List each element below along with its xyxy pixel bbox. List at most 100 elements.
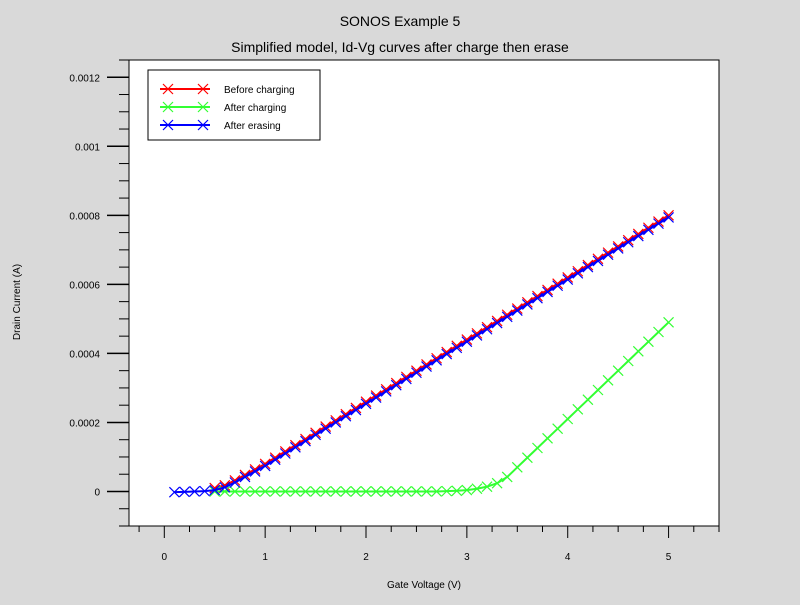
- y-tick-label: 0.0002: [69, 418, 100, 429]
- series-marker: [249, 486, 261, 497]
- legend: Before charging After charging After erasi…: [147, 69, 321, 141]
- x-tick-label: 1: [262, 552, 268, 563]
- y-tick-label: 0.0004: [69, 349, 100, 360]
- series-marker: [400, 373, 412, 385]
- series-marker: [390, 486, 402, 497]
- series-marker: [461, 336, 473, 348]
- series-marker: [289, 486, 301, 497]
- series-marker: [622, 236, 634, 248]
- series-marker: [632, 345, 644, 357]
- series-marker: [532, 292, 543, 304]
- y-tick-label: 0.001: [75, 142, 100, 153]
- x-tick-label: 2: [363, 552, 369, 563]
- series-marker: [360, 398, 372, 410]
- series-marker: [622, 355, 634, 367]
- series-marker: [582, 261, 594, 273]
- y-axis-ticks: 0 0.0002 0.0004 0.0006 0.0008 0.001 0.0012: [69, 59, 129, 527]
- series-marker: [572, 403, 584, 415]
- series-marker: [279, 448, 291, 459]
- y-tick-label: 0: [94, 487, 100, 498]
- legend-marker: [162, 101, 174, 113]
- series-marker: [521, 452, 533, 464]
- series-marker: [340, 410, 352, 422]
- series-marker: [229, 486, 241, 497]
- legend-marker: [197, 101, 209, 113]
- series-marker: [209, 484, 221, 496]
- series-marker: [653, 218, 664, 230]
- series-marker: [451, 485, 463, 497]
- legend-box: [147, 69, 321, 141]
- series-marker: [542, 432, 553, 444]
- series-marker: [521, 298, 533, 310]
- legend-marker: [197, 119, 209, 131]
- series-marker: [582, 394, 594, 406]
- series-marker: [300, 435, 311, 447]
- legend-item: After charging: [160, 101, 286, 114]
- legend-item: Before charging: [160, 83, 295, 96]
- series-marker: [602, 374, 614, 386]
- series-marker: [602, 249, 614, 261]
- chart-subtitle: Simplified model, Id-Vg curves after cha…: [231, 39, 569, 55]
- series-marker: [431, 486, 443, 497]
- series-layer: [168, 209, 674, 498]
- series-marker: [370, 392, 382, 404]
- series-marker: [390, 379, 402, 391]
- series-marker: [632, 230, 644, 242]
- y-tick-label: 0.0008: [69, 211, 100, 222]
- series-marker: [269, 454, 281, 466]
- legend-item: After erasing: [160, 119, 281, 132]
- series-marker: [300, 486, 311, 497]
- x-tick-label: 5: [666, 552, 672, 563]
- series-marker: [239, 486, 251, 497]
- series-marker: [350, 486, 362, 497]
- y-tick-label: 0.0012: [69, 73, 100, 84]
- series-2: [209, 316, 674, 497]
- series-marker: [219, 481, 231, 493]
- series-marker: [511, 461, 523, 473]
- series-marker: [642, 224, 654, 236]
- series-marker: [481, 481, 493, 493]
- x-axis-ticks: 0 1 2 3 4 5: [138, 526, 720, 563]
- legend-marker: [197, 83, 209, 95]
- legend-items: Before charging After charging After erasi…: [160, 83, 295, 132]
- series-marker: [481, 323, 493, 335]
- series-marker: [259, 460, 271, 472]
- series-marker: [532, 442, 543, 454]
- series-marker: [249, 466, 261, 477]
- x-tick-label: 4: [565, 552, 571, 563]
- series-marker: [199, 485, 211, 497]
- series-marker: [663, 316, 674, 328]
- series-marker: [380, 486, 392, 497]
- series-marker: [421, 361, 432, 372]
- series-marker: [542, 286, 553, 298]
- series-marker: [642, 336, 654, 348]
- legend-marker: [162, 83, 174, 95]
- series-marker: [653, 326, 664, 338]
- series-marker: [562, 413, 574, 425]
- series-line: [214, 214, 670, 489]
- series-marker: [239, 471, 251, 483]
- series-marker: [562, 274, 574, 285]
- series-marker: [552, 423, 564, 435]
- series-marker: [360, 486, 372, 497]
- legend-label: Before charging: [224, 85, 295, 96]
- series-marker: [421, 486, 432, 497]
- series-marker: [330, 417, 342, 428]
- series-marker: [592, 384, 604, 396]
- series-marker: [431, 354, 443, 366]
- x-tick-label: 0: [162, 552, 168, 563]
- series-marker: [411, 486, 422, 497]
- series-marker: [370, 486, 382, 497]
- series-marker: [501, 311, 513, 323]
- series-marker: [612, 243, 624, 254]
- series-marker: [310, 486, 322, 497]
- legend-label: After erasing: [224, 121, 281, 132]
- series-marker: [441, 485, 453, 497]
- series-marker: [350, 404, 362, 416]
- x-axis-label: Gate Voltage (V): [387, 580, 461, 591]
- y-tick-label: 0.0006: [69, 280, 100, 291]
- series-marker: [441, 348, 453, 360]
- y-axis-label: Drain Current (A): [12, 264, 23, 340]
- series-3: [168, 211, 674, 498]
